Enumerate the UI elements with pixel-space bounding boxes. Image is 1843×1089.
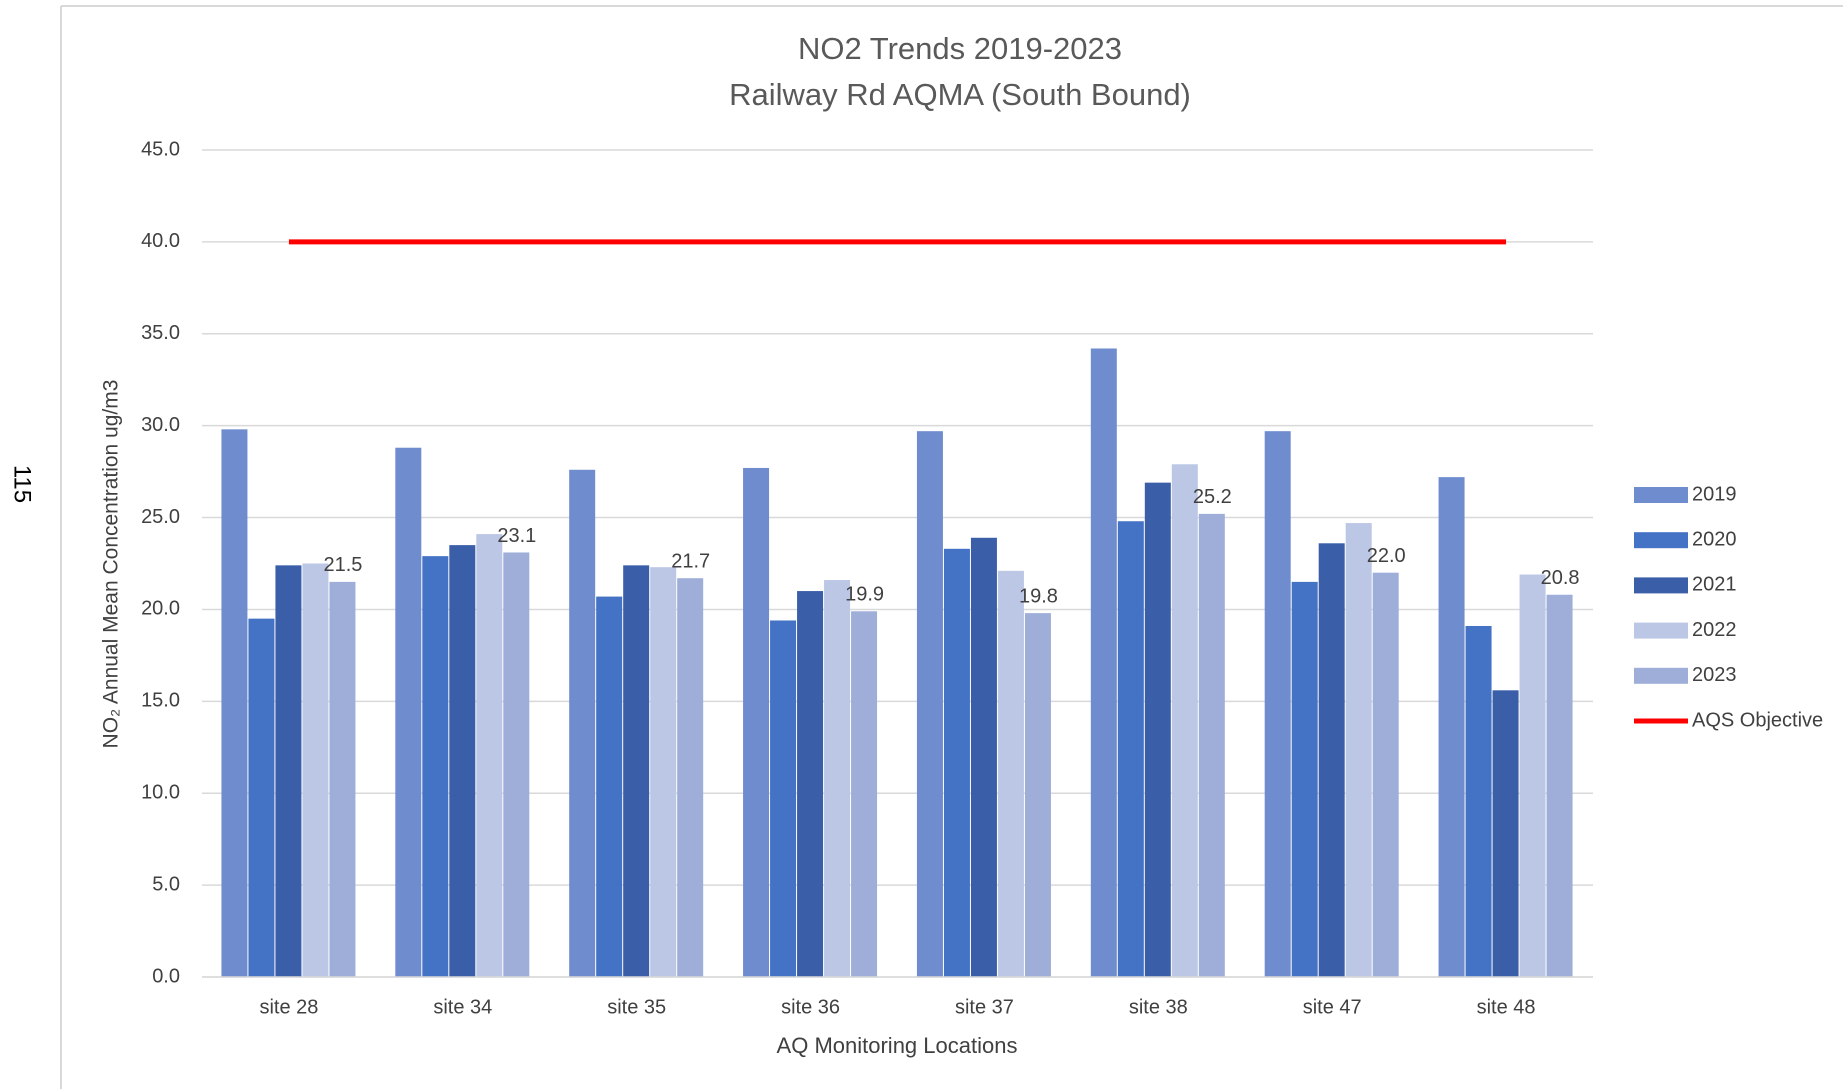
x-tick-label: site 37 <box>955 996 1014 1018</box>
bar <box>476 534 503 977</box>
bar <box>677 578 704 977</box>
data-label: 21.5 <box>323 554 362 576</box>
legend-swatch <box>1634 532 1688 549</box>
bar <box>329 581 356 977</box>
x-tick-label: site 48 <box>1477 996 1536 1018</box>
x-tick-label: site 35 <box>607 996 666 1018</box>
data-label: 21.7 <box>671 550 710 572</box>
legend-label: 2022 <box>1692 619 1737 641</box>
data-label: 19.8 <box>1019 585 1058 607</box>
bar <box>623 565 650 977</box>
data-label: 19.9 <box>845 584 884 606</box>
bar <box>1345 523 1372 977</box>
bar <box>569 469 596 977</box>
bar <box>221 429 248 977</box>
y-tick-label: 25.0 <box>141 506 180 528</box>
bar <box>970 537 997 977</box>
bar <box>248 618 275 977</box>
bar <box>1438 477 1465 977</box>
bar <box>275 565 302 977</box>
legend-swatch <box>1634 577 1688 594</box>
data-label: 25.2 <box>1193 486 1232 508</box>
bar <box>1291 581 1318 977</box>
y-tick-label: 30.0 <box>141 414 180 436</box>
y-tick-label: 5.0 <box>152 873 180 895</box>
bar <box>770 620 797 977</box>
bar <box>650 567 677 977</box>
legend-label: AQS Objective <box>1692 709 1823 731</box>
bar <box>503 552 530 977</box>
bar <box>1264 431 1291 977</box>
bar <box>596 596 623 977</box>
y-tick-label: 40.0 <box>141 230 180 252</box>
bar <box>1117 521 1144 977</box>
bar <box>1198 513 1225 977</box>
bar <box>1372 572 1399 977</box>
x-axis-label: AQ Monitoring Locations <box>777 1033 1018 1058</box>
bar <box>1546 594 1573 977</box>
data-label: 23.1 <box>497 525 536 547</box>
bar <box>1465 625 1492 977</box>
y-tick-label: 35.0 <box>141 322 180 344</box>
bar <box>1144 482 1171 977</box>
bar <box>1171 464 1198 977</box>
legend-label: 2019 <box>1692 483 1737 505</box>
bar <box>1024 613 1051 977</box>
bar <box>1519 574 1546 977</box>
y-axis-label: NO₂ Annual Mean Concentration ug/m3 <box>100 380 123 749</box>
legend-swatch <box>1634 622 1688 639</box>
bar <box>1090 348 1117 978</box>
bar <box>743 467 770 977</box>
x-tick-label: site 38 <box>1129 996 1188 1018</box>
x-tick-label: site 47 <box>1303 996 1362 1018</box>
legend-label: 2021 <box>1692 574 1737 596</box>
legend-label: 2020 <box>1692 528 1737 550</box>
bar <box>1492 690 1519 977</box>
x-tick-label: site 28 <box>259 996 318 1018</box>
bar <box>797 591 824 977</box>
bar <box>851 611 878 977</box>
bar <box>1318 543 1345 977</box>
bar <box>302 563 329 977</box>
data-label: 22.0 <box>1367 545 1406 567</box>
x-tick-label: site 36 <box>781 996 840 1018</box>
y-tick-label: 45.0 <box>141 138 180 160</box>
bar <box>943 548 970 977</box>
chart-subtitle: Railway Rd AQMA (South Bound) <box>729 77 1191 112</box>
bar <box>916 431 943 977</box>
page-number: 115 <box>9 465 36 503</box>
legend-label: 2023 <box>1692 664 1737 686</box>
bar <box>449 545 476 977</box>
y-tick-label: 15.0 <box>141 690 180 712</box>
data-label: 20.8 <box>1541 567 1580 589</box>
y-tick-label: 10.0 <box>141 782 180 804</box>
y-tick-label: 0.0 <box>152 965 180 987</box>
bar <box>422 556 449 977</box>
chart-title: NO2 Trends 2019-2023 <box>798 31 1122 66</box>
y-tick-label: 20.0 <box>141 598 180 620</box>
legend-swatch <box>1634 667 1688 684</box>
bar <box>824 580 851 977</box>
legend-swatch <box>1634 487 1688 503</box>
x-tick-label: site 34 <box>433 996 492 1018</box>
bar <box>997 570 1024 977</box>
bar <box>395 447 422 978</box>
